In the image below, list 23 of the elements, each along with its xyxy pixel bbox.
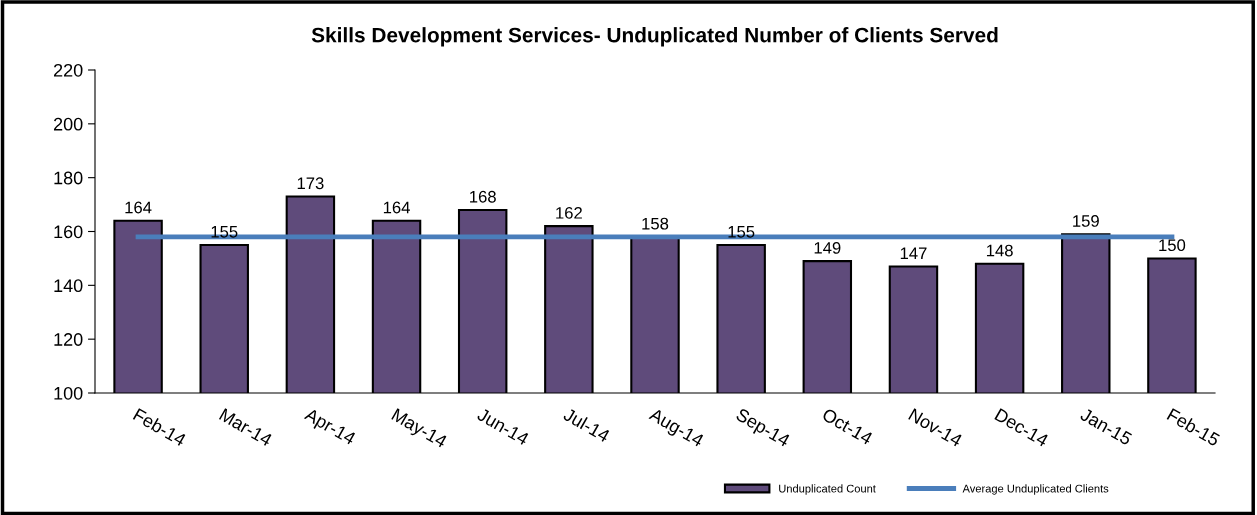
data-label: 158 bbox=[642, 217, 669, 230]
legend-label: Average Unduplicated Clients bbox=[962, 484, 1109, 495]
data-label: 162 bbox=[556, 206, 582, 219]
y-tick-label: 160 bbox=[54, 225, 83, 239]
y-tick-label: 200 bbox=[53, 117, 83, 131]
y-tick-label: 140 bbox=[54, 279, 83, 293]
data-label: 168 bbox=[470, 190, 496, 203]
data-label: 155 bbox=[211, 226, 238, 238]
y-tick-label: 100 bbox=[54, 386, 83, 400]
data-label: 159 bbox=[1073, 215, 1099, 227]
data-label: 148 bbox=[986, 244, 1013, 257]
data-label: 147 bbox=[900, 247, 927, 259]
data-label: 164 bbox=[383, 201, 410, 214]
data-label: 164 bbox=[125, 201, 152, 214]
y-tick-label: 120 bbox=[54, 333, 83, 346]
y-tick-label: 220 bbox=[53, 63, 83, 77]
data-label: 150 bbox=[1159, 239, 1186, 252]
data-label: 149 bbox=[814, 241, 841, 254]
data-label: 155 bbox=[728, 226, 755, 238]
data-label: 173 bbox=[297, 177, 324, 190]
chart-title: Skills Development Services- Unduplicated Number of Clients Served bbox=[311, 27, 998, 47]
legend-label: Unduplicated Count bbox=[779, 484, 876, 495]
y-tick-label: 180 bbox=[54, 171, 83, 185]
